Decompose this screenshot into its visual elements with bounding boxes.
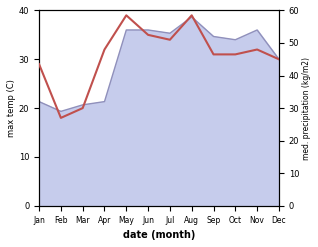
Y-axis label: max temp (C): max temp (C) <box>7 79 16 137</box>
X-axis label: date (month): date (month) <box>123 230 195 240</box>
Y-axis label: med. precipitation (kg/m2): med. precipitation (kg/m2) <box>302 57 311 160</box>
